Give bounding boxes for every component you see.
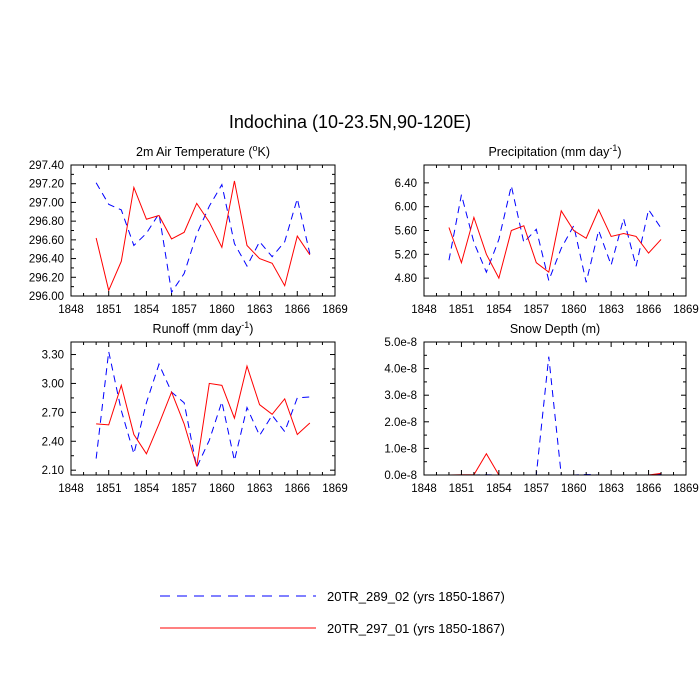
x-tick-label: 1851 xyxy=(449,304,475,316)
y-tick-label: 2.70 xyxy=(42,407,64,419)
x-tick-label: 1854 xyxy=(486,483,512,495)
x-tick-label: 1863 xyxy=(598,304,624,316)
x-tick-label: 1851 xyxy=(96,304,122,316)
y-tick-label: 6.40 xyxy=(395,178,417,190)
y-tick-label: 296.80 xyxy=(29,216,64,228)
x-tick-label: 1860 xyxy=(209,304,235,316)
y-tick-label: 1.0e-8 xyxy=(384,443,417,455)
x-tick-label: 1866 xyxy=(636,304,662,316)
y-tick-label: 2.10 xyxy=(42,465,64,477)
x-tick-label: 1863 xyxy=(247,304,273,316)
y-tick-label: 297.00 xyxy=(29,197,64,209)
x-tick-label: 1857 xyxy=(523,483,549,495)
y-tick-label: 6.00 xyxy=(395,202,417,214)
panel-snow: Snow Depth (m) 1848 1851 1854 1857 1860 1863 18… xyxy=(384,322,698,495)
y-tick-label: 2.40 xyxy=(42,436,64,448)
x-tick-label: 1851 xyxy=(449,483,475,495)
y-tick-label: 296.60 xyxy=(29,235,64,247)
y-tick-label: 296.20 xyxy=(29,272,64,284)
x-tick-label: 1851 xyxy=(96,483,122,495)
x-tick-label: 1869 xyxy=(673,304,699,316)
series-line-297-snow xyxy=(448,452,662,476)
series-line-297-temp xyxy=(95,180,311,292)
x-tick-label: 1863 xyxy=(598,483,624,495)
panel-precip: Precipitation (mm day-1) 1848 1851 1854 1857… xyxy=(395,143,699,316)
panel-title-precip: Precipitation (mm day-1) xyxy=(488,143,621,159)
panel-title-runoff: Runoff (mm day-1) xyxy=(153,320,254,336)
plot-frame-runoff xyxy=(70,341,336,476)
y-tick-label: 2.0e-8 xyxy=(384,417,417,429)
x-tick-label: 1848 xyxy=(58,304,84,316)
y-tick-label: 5.0e-8 xyxy=(384,337,417,349)
plot-frame-temp xyxy=(70,164,336,297)
panel-title-temp: 2m Air Temperature (oK) xyxy=(136,143,270,159)
y-tick-label: 297.20 xyxy=(29,179,64,191)
y-tick-label: 3.30 xyxy=(42,350,64,362)
legend-label-297: 20TR_297_01 (yrs 1850-1867) xyxy=(327,621,505,636)
y-tick-label: 3.00 xyxy=(42,378,64,390)
series-line-289-runoff xyxy=(95,351,310,469)
x-tick-label: 1866 xyxy=(284,483,310,495)
x-tick-label: 1866 xyxy=(284,304,310,316)
x-tick-label: 1857 xyxy=(171,483,197,495)
y-tick-label: 5.20 xyxy=(395,249,417,261)
x-tick-label: 1854 xyxy=(486,304,512,316)
y-tick-label: 296.40 xyxy=(29,254,64,266)
x-tick-label: 1869 xyxy=(673,483,699,495)
x-tick-label: 1848 xyxy=(411,304,437,316)
panel-temp: 2m Air Temperature (oK) 1848 1851 1854 1857 1… xyxy=(29,143,348,316)
x-tick-label: 1857 xyxy=(171,304,197,316)
y-tick-label: 5.60 xyxy=(395,226,417,238)
x-tick-label: 1860 xyxy=(561,304,587,316)
x-tick-label: 1860 xyxy=(209,483,235,495)
series-line-297-runoff xyxy=(96,364,311,467)
series-line-289-temp xyxy=(95,182,311,294)
x-tick-label: 1854 xyxy=(134,483,160,495)
x-tick-label: 1866 xyxy=(636,483,662,495)
y-tick-label: 3.0e-8 xyxy=(384,390,417,402)
y-tick-label: 296.00 xyxy=(29,291,64,303)
y-tick-label: 0.0e-8 xyxy=(384,470,417,482)
panels: 2m Air Temperature (oK) 1848 1851 1854 1857 1… xyxy=(29,143,699,495)
legend: 20TR_289_02 (yrs 1850-1867) 20TR_297_01 … xyxy=(160,589,505,636)
x-tick-label: 1857 xyxy=(523,304,549,316)
x-tick-label: 1869 xyxy=(322,483,348,495)
y-tick-label: 4.80 xyxy=(395,273,417,285)
panel-runoff: Runoff (mm day-1) 1848 1851 1854 1857 1860 186… xyxy=(42,320,348,495)
x-tick-label: 1848 xyxy=(411,483,437,495)
x-tick-label: 1863 xyxy=(247,483,273,495)
x-tick-label: 1869 xyxy=(322,304,348,316)
plot-frame-snow xyxy=(423,341,687,476)
legend-label-289: 20TR_289_02 (yrs 1850-1867) xyxy=(327,589,505,604)
panel-title-snow: Snow Depth (m) xyxy=(510,322,600,336)
x-tick-label: 1854 xyxy=(134,304,160,316)
plot-frame-precip xyxy=(423,164,687,297)
series-line-289-precip xyxy=(448,185,662,283)
x-tick-label: 1860 xyxy=(561,483,587,495)
series-line-297-precip xyxy=(448,208,662,280)
y-tick-label: 297.40 xyxy=(29,160,64,172)
x-tick-label: 1848 xyxy=(58,483,84,495)
y-tick-label: 4.0e-8 xyxy=(384,364,417,376)
figure-title: Indochina (10-23.5N,90-120E) xyxy=(229,112,471,132)
series-line-289-snow xyxy=(448,356,662,476)
